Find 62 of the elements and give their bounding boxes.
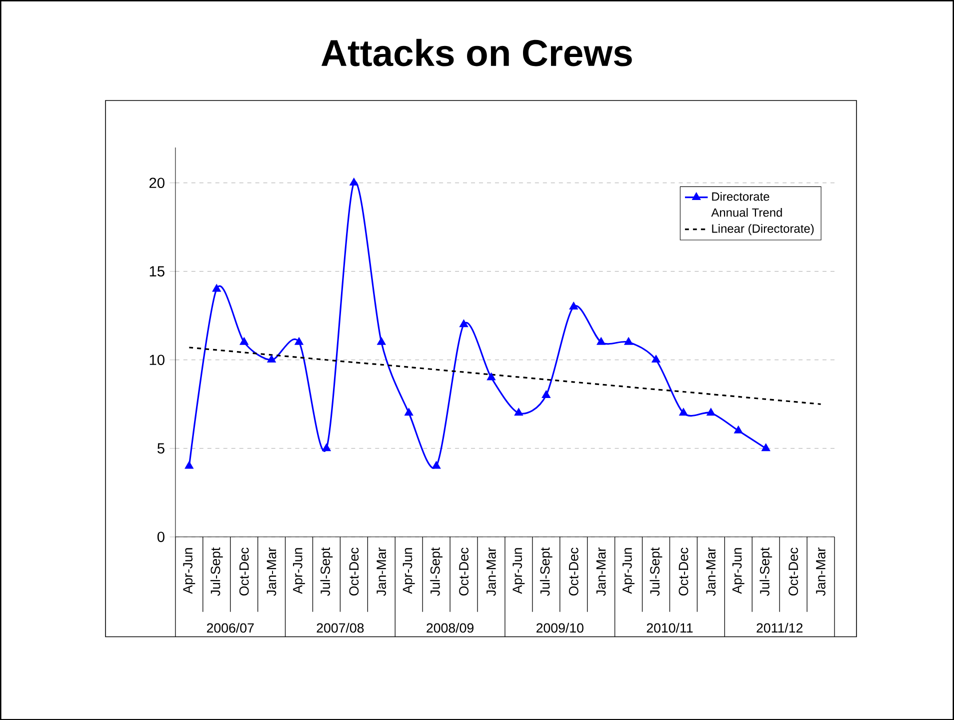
x-tick-label: Oct-Dec [568, 548, 578, 596]
text: 2007/08 [316, 622, 364, 633]
y-tick-label: 0 [157, 532, 164, 542]
point [706, 408, 715, 416]
point [652, 355, 660, 362]
x-tick-label: Apr-Jun [293, 548, 305, 594]
point [240, 338, 248, 345]
point [212, 284, 221, 292]
point [185, 461, 194, 469]
point [624, 338, 633, 345]
x-tick-label: Apr-Jun [402, 548, 415, 594]
point [597, 338, 606, 345]
point [460, 320, 468, 327]
point [734, 426, 742, 434]
point [268, 355, 276, 362]
x-tick-label: Oct-Dec [678, 548, 688, 596]
y-tick-label: 10 [150, 354, 164, 365]
annotation: Annual Trend [711, 208, 782, 217]
point [404, 408, 413, 416]
text: 2009/10 [536, 622, 584, 633]
y-tick-label: 15 [150, 266, 164, 276]
x-tick-label: Oct-Dec [459, 548, 468, 596]
point [514, 408, 523, 416]
x-tick-label: Jan-Mar [376, 547, 386, 596]
line-series [188, 346, 822, 405]
text: 2011/12 [756, 622, 802, 633]
legend-label: Directorate [712, 192, 770, 201]
y-tick-label: 5 [157, 443, 164, 454]
x-tick-label: Jul-Sept [430, 547, 443, 596]
chart-title: Attacks on Crews [322, 38, 632, 66]
x-tick-label: Oct-Dec [349, 548, 359, 596]
point [679, 408, 688, 416]
point [542, 390, 550, 398]
x-tick-label: Apr-Jun [622, 548, 635, 594]
x-tick-label: Jul-Sept [540, 547, 552, 596]
text: 2006/07 [206, 622, 254, 633]
point [762, 444, 770, 451]
x-tick-label: Oct-Dec [788, 548, 798, 596]
x-tick-label: Jul-Sept [320, 547, 333, 596]
x-tick-label: Jan-Mar [486, 547, 496, 596]
x-tick-label: Apr-Jun [183, 548, 196, 594]
x-tick-label: Jan-Mar [266, 547, 276, 596]
point [432, 461, 440, 469]
x-tick-label: Jan-Mar [596, 547, 606, 596]
x-tick-label: Apr-Jun [512, 548, 525, 594]
x-tick-label: Jan-Mar [816, 547, 826, 596]
point [377, 338, 386, 345]
point [487, 372, 496, 380]
x-tick-label: Jan-Mar [706, 547, 716, 596]
text: 2008/09 [426, 622, 474, 633]
legend-label: Linear (Directorate) [712, 224, 814, 236]
x-tick-label: Oct-Dec [239, 548, 249, 596]
x-tick-label: Jul-Sept [650, 547, 662, 596]
text: 2010/11 [646, 622, 693, 633]
y-tick-label: 20 [149, 178, 164, 188]
point [294, 338, 304, 345]
x-tick-label: Jul-Sept [210, 547, 223, 596]
point [322, 444, 330, 451]
point [350, 178, 358, 186]
x-tick-label: Apr-Jun [732, 548, 744, 594]
x-tick-label: Jul-Sept [760, 547, 772, 596]
point [570, 302, 578, 310]
